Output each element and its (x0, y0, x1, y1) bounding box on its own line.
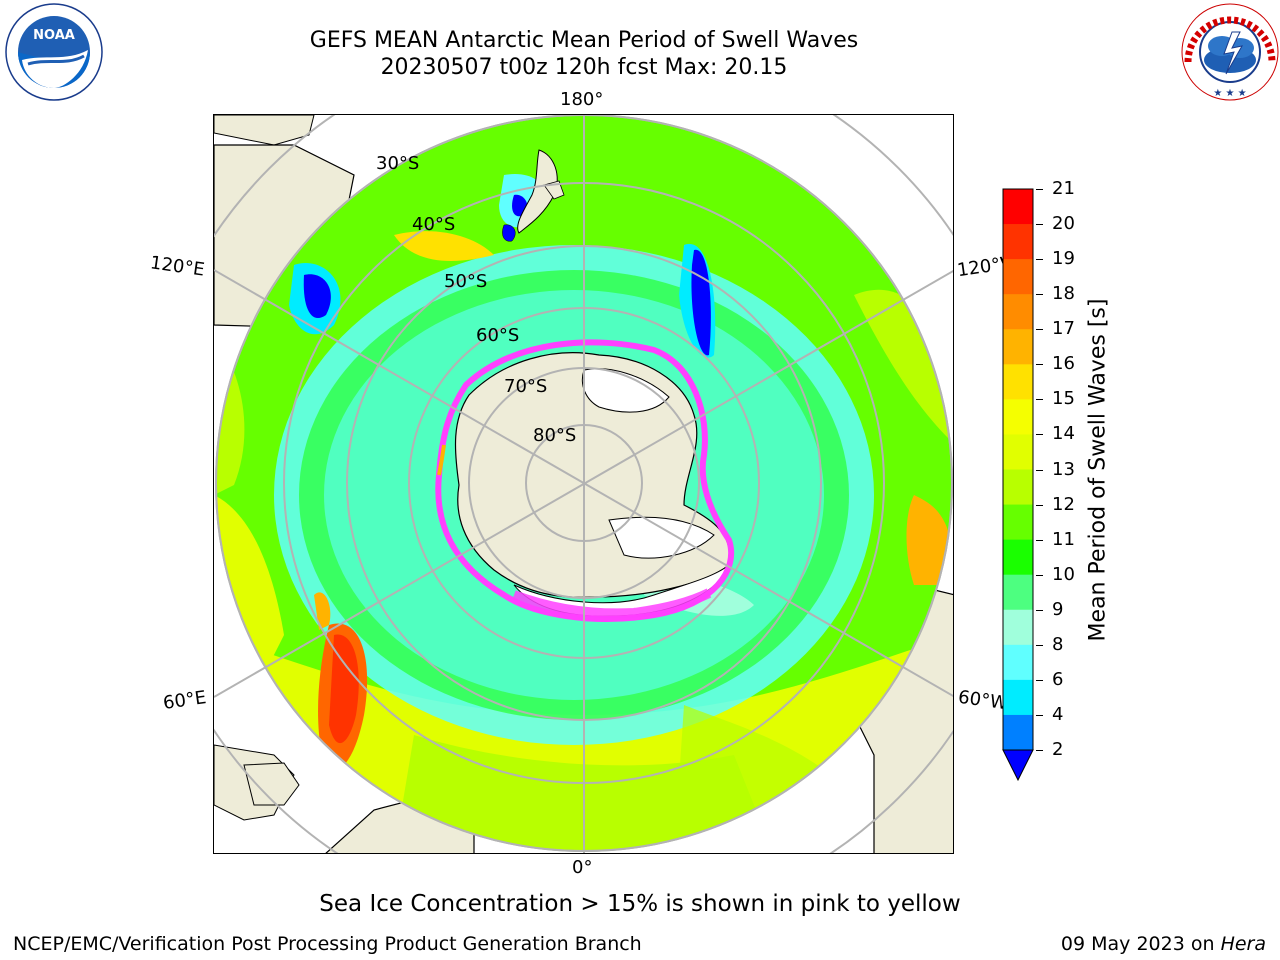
colorbar-swatch-19 (1003, 224, 1033, 260)
lat-label-40s: 40°S (412, 214, 455, 235)
lon-label-60e: 60°E (161, 687, 208, 714)
colorbar-swatch-18 (1003, 259, 1033, 295)
colorbar-swatch-9 (1003, 574, 1033, 611)
colorbar-swatch-16 (1003, 329, 1033, 365)
colorbar-tick-mark (1036, 434, 1043, 436)
map-panel: 30°S 40°S 50°S 60°S 70°S 80°S (213, 114, 954, 854)
colorbar-tick-label: 4 (1052, 703, 1064, 725)
footer-right: 09 May 2023 on Hera (1061, 933, 1266, 955)
colorbar-swatch-2 (1003, 714, 1033, 751)
colorbar-tick-label: 15 (1052, 388, 1075, 410)
colorbar-tick-label: 8 (1052, 633, 1064, 655)
lat-label-30s: 30°S (376, 153, 419, 174)
colorbar-tick-mark (1036, 714, 1043, 716)
colorbar-extend-arrow (1002, 749, 1034, 782)
colorbar-tick-mark (1036, 539, 1043, 541)
colorbar-swatch-11 (1003, 504, 1033, 541)
colorbar-swatch-4 (1003, 679, 1033, 716)
colorbar-tick-label: 11 (1052, 528, 1075, 550)
colorbar-tick-mark (1036, 504, 1043, 506)
colorbar-tick-mark (1036, 224, 1043, 226)
latitude-labels: 30°S 40°S 50°S 60°S 70°S 80°S (376, 153, 576, 446)
nws-stars-icon: ★ ★ ★ (1213, 88, 1246, 99)
colorbar-tick-mark (1036, 364, 1043, 366)
colorbar-tick-mark (1036, 294, 1043, 296)
footer-left: NCEP/EMC/Verification Post Processing Pr… (13, 933, 642, 955)
title-line-1: GEFS MEAN Antarctic Mean Period of Swell… (309, 28, 859, 53)
colorbar-swatch-10 (1003, 539, 1033, 576)
polar-map: 30°S 40°S 50°S 60°S 70°S 80°S (214, 115, 953, 853)
colorbar-tick-mark (1036, 189, 1043, 190)
colorbar-swatch-14 (1003, 399, 1033, 435)
colorbar-swatch-15 (1003, 364, 1033, 400)
colorbar-tick-mark (1036, 679, 1043, 681)
colorbar-tick-mark (1036, 574, 1043, 576)
colorbar-swatch-6 (1003, 644, 1033, 681)
colorbar-tick-mark (1036, 259, 1043, 261)
lat-label-70s: 70°S (504, 376, 547, 397)
nws-logo: ★ ★ ★ (1181, 3, 1279, 101)
lon-label-0: 0° (572, 857, 593, 878)
lon-label-120e: 120°E (148, 252, 206, 281)
colorbar-tick-label: 12 (1052, 493, 1075, 515)
colorbar-swatch-12 (1003, 469, 1033, 506)
noaa-logo: NOAA (5, 3, 103, 101)
colorbar-tick-label: 10 (1052, 563, 1075, 585)
colorbar-tick-label: 19 (1052, 248, 1075, 270)
colorbar-swatch-8 (1003, 609, 1033, 646)
colorbar-tick-label: 21 (1052, 178, 1075, 199)
colorbar-tick-label: 2 (1052, 739, 1064, 760)
colorbar-swatch-17 (1003, 294, 1033, 330)
colorbar-title: Mean Period of Swell Waves [s] (1085, 298, 1111, 642)
colorbar-swatch-13 (1003, 434, 1033, 470)
sea-ice-caption: Sea Ice Concentration > 15% is shown in … (319, 891, 961, 917)
footer-date: 09 May 2023 on (1060, 933, 1221, 955)
colorbar-tick-label: 18 (1052, 283, 1075, 305)
colorbar-swatch-20 (1003, 189, 1033, 225)
colorbar-tick-label: 6 (1052, 668, 1064, 690)
colorbar-tick-mark (1036, 469, 1043, 471)
colorbar-tick-label: 13 (1052, 458, 1075, 480)
colorbar-tick-mark (1036, 644, 1043, 646)
colorbar-tick-mark (1036, 750, 1043, 751)
colorbar-tick-label: 16 (1052, 353, 1075, 375)
colorbar-tick-mark (1036, 329, 1043, 331)
colorbar-tick-label: 20 (1052, 213, 1075, 235)
noaa-logo-text: NOAA (33, 28, 75, 43)
colorbar-tick-label: 14 (1052, 423, 1075, 445)
colorbar-tick-label: 9 (1052, 598, 1064, 620)
colorbar-tick-label: 17 (1052, 318, 1075, 340)
footer-machine: Hera (1220, 933, 1266, 955)
title-line-2: 20230507 t00z 120h fcst Max: 20.15 (380, 55, 788, 80)
colorbar (1002, 188, 1034, 782)
colorbar-tick-mark (1036, 609, 1043, 611)
lat-label-50s: 50°S (444, 271, 487, 292)
antarctica (435, 339, 735, 622)
lat-label-60s: 60°S (476, 325, 519, 346)
colorbar-tick-mark (1036, 399, 1043, 401)
lon-label-180: 180° (560, 89, 604, 110)
lat-label-80s: 80°S (533, 425, 576, 446)
